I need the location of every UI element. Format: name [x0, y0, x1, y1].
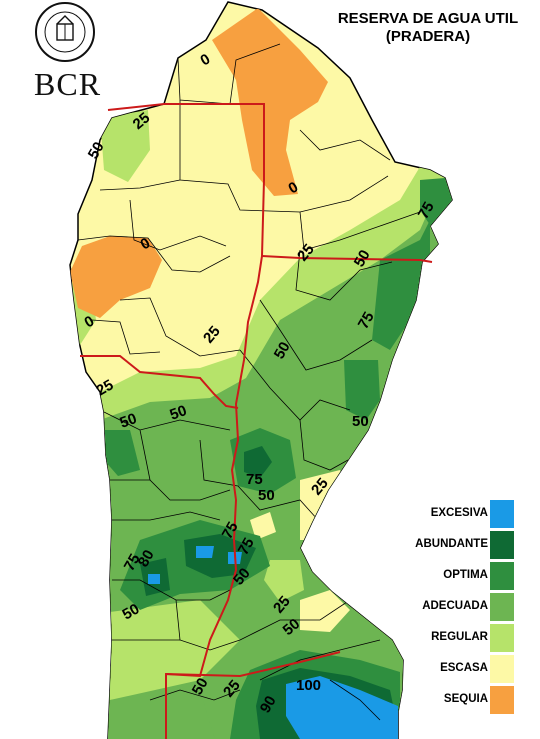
contour-label: 50	[85, 139, 108, 162]
contour-label: 25	[94, 376, 117, 399]
contour-label: 75	[235, 535, 258, 558]
contour-label: 50	[352, 413, 369, 430]
contour-label: 50	[168, 402, 189, 424]
map-title-line2: (PRADERA)	[385, 28, 471, 45]
contour-label: 75	[219, 519, 242, 542]
legend-label-regular: REGULAR	[431, 631, 488, 643]
legend-swatch-abundante	[490, 531, 514, 559]
contour-label: 75	[355, 309, 378, 332]
contour-label: 90	[257, 693, 280, 716]
contour-label: 80	[135, 547, 158, 570]
legend-label-adecuada: ADECUADA	[422, 600, 488, 612]
legend-label-optima: OPTIMA	[443, 569, 488, 581]
legend-swatch-optima	[490, 562, 514, 590]
contour-label: 75	[415, 199, 438, 222]
contour-label: 50	[118, 410, 139, 432]
legend-swatch-regular	[490, 624, 514, 652]
contour-label: 75	[246, 471, 263, 488]
legend-label-escasa: ESCASA	[440, 662, 488, 674]
map-title-line1: RESERVA DE AGUA UTIL	[337, 10, 519, 27]
legend-swatch-excesiva	[490, 500, 514, 528]
contour-label: 50	[120, 600, 143, 623]
legend-swatch-escasa	[490, 655, 514, 683]
contour-label: 75	[121, 551, 144, 574]
bcr-logo-text: BCR	[34, 66, 102, 102]
contour-label: 50	[271, 339, 294, 362]
legend-swatch-sequia	[490, 686, 514, 714]
legend-label-sequia: SEQUIA	[443, 693, 488, 705]
contour-label: 50	[351, 247, 374, 270]
bcr-seal-logo	[35, 2, 95, 62]
contour-label: 50	[189, 675, 212, 698]
legend-label-excesiva: EXCESIVA	[430, 507, 488, 519]
legend-swatch-adecuada	[490, 593, 514, 621]
legend-label-abundante: ABUNDANTE	[415, 538, 488, 550]
contour-label: 50	[258, 487, 275, 504]
map-title: RESERVA DE AGUA UTIL (PRADERA)	[318, 10, 538, 46]
contour-label: 100	[296, 677, 321, 694]
